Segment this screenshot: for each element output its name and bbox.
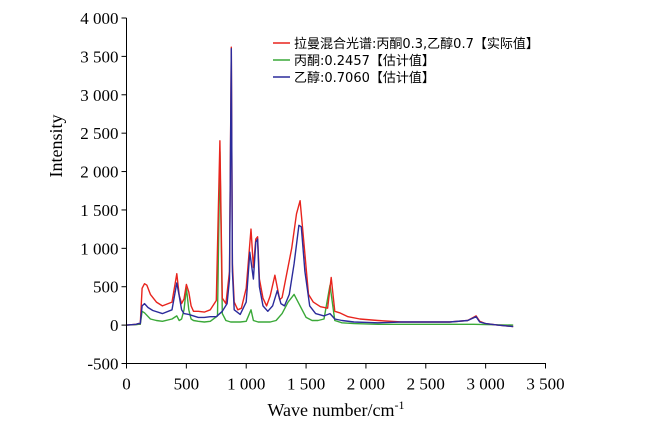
y-tick-label: 2 500 <box>80 124 118 143</box>
x-tick-label: 3 000 <box>467 375 505 394</box>
y-tick-label: 0 <box>110 316 119 335</box>
series-line-2 <box>126 48 514 328</box>
ticks-layer: 0 500 1 000 1 500 2 000 2 500 3 000 3 500-50005… <box>80 9 564 394</box>
y-tick-label: 4 000 <box>80 9 118 28</box>
y-tick-label: 3 000 <box>80 86 118 105</box>
series-line-0 <box>126 46 514 328</box>
y-tick-label: 500 <box>93 278 119 297</box>
x-tick-label: 1 500 <box>287 375 325 394</box>
x-tick-label: 3 500 <box>526 375 564 394</box>
x-tick-label: 0 <box>122 375 131 394</box>
legend-label-0: 拉曼混合光谱:丙酮0.3,乙醇0.7【实际值】 <box>294 36 539 52</box>
legend: 拉曼混合光谱:丙酮0.3,乙醇0.7【实际值】丙酮:0.2457【估计值】乙醇:… <box>273 36 539 86</box>
x-axis-title: Wave number/cm-1 <box>267 398 404 420</box>
y-tick-label: -500 <box>87 355 118 374</box>
x-tick-label: 2 500 <box>407 375 445 394</box>
y-tick-label: 2 000 <box>80 163 118 182</box>
x-tick-label: 2 000 <box>347 375 385 394</box>
x-tick-label: 500 <box>174 375 200 394</box>
x-axis-title-sup: -1 <box>395 398 405 412</box>
y-axis-title: Intensity <box>46 115 66 178</box>
series-line-1 <box>126 150 514 326</box>
legend-label-2: 乙醇:0.7060【估计值】 <box>294 70 435 86</box>
y-tick-label: 1 000 <box>80 239 118 258</box>
x-tick-label: 1 000 <box>227 375 265 394</box>
y-tick-label: 1 500 <box>80 201 118 220</box>
y-tick-label: 3 500 <box>80 47 118 66</box>
series-layer <box>126 46 514 328</box>
legend-label-1: 丙酮:0.2457【估计值】 <box>294 53 435 69</box>
x-axis-title-main: Wave number/cm <box>267 400 394 420</box>
axes-layer <box>126 18 546 364</box>
